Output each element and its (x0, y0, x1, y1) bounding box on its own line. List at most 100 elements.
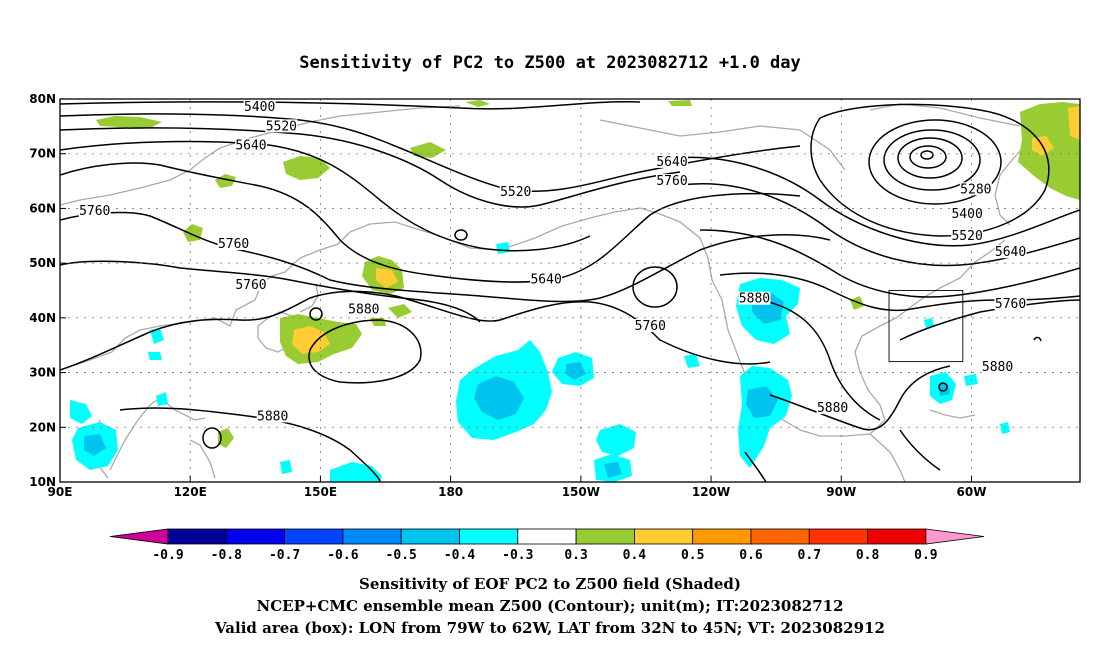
contour-label-bg (234, 278, 267, 292)
contour-label: 5880 (257, 409, 288, 424)
colorbar-label: 0.4 (623, 548, 647, 563)
contour-label: 5640 (530, 273, 561, 288)
map-frame (59, 98, 1081, 483)
contour-label-bg (634, 319, 667, 333)
contour-label: 5760 (656, 174, 687, 189)
contour-label: 5640 (995, 245, 1026, 260)
contour-label: 5640 (656, 155, 687, 170)
contour-label-bg (234, 138, 267, 152)
contour-label: 5280 (960, 182, 991, 197)
contour-label-bg (981, 360, 1014, 374)
contour-label-bg (816, 401, 849, 415)
contour-label: 5880 (739, 292, 770, 307)
contour-label: 5520 (266, 119, 297, 134)
contour-label: 5880 (348, 303, 379, 318)
colorbar-left-arrow (109, 528, 169, 545)
colorbar-label: -0.6 (327, 548, 358, 563)
colorbar-label: -0.9 (152, 548, 183, 563)
colorbar-segment (692, 528, 752, 545)
contour-label: 5760 (995, 297, 1026, 312)
lat-label: 50N (29, 256, 56, 270)
footer-line-3: Valid area (box): LON from 79W to 62W, L… (214, 619, 885, 637)
colorbar: -0.9 -0.8 -0.7 -0.6 -0.5 -0.4 -0.3 0.3 0.4 0.5 0.6… (109, 528, 984, 563)
lat-label: 60N (29, 201, 56, 215)
contour-label-bg (256, 409, 289, 423)
contour-label-bg (347, 302, 380, 316)
colorbar-right-arrow (925, 528, 984, 545)
contour-label-bg (656, 174, 688, 188)
colorbar-label: 0.9 (914, 548, 937, 563)
lat-label: 70N (29, 147, 56, 161)
colorbar-segment (225, 528, 286, 545)
colorbar-label: -0.7 (269, 548, 300, 563)
colorbar-segment (459, 528, 519, 545)
contour-label-bg (530, 272, 563, 286)
contour-label-bg (243, 100, 276, 114)
contour-label-bg (499, 185, 532, 199)
colorbar-label: 0.5 (681, 548, 704, 563)
lat-label: 30N (29, 366, 56, 380)
colorbar-label: 0.3 (564, 548, 587, 563)
contour-label: 5880 (817, 401, 848, 416)
lon-label: 60W (957, 485, 987, 499)
colorbar-segment (342, 528, 402, 545)
colorbar-label: -0.5 (386, 548, 417, 563)
contour-label: 5520 (951, 229, 982, 244)
contour-label: 5640 (235, 139, 266, 154)
contour-label: 5760 (635, 319, 666, 334)
footer-line-2: NCEP+CMC ensemble mean Z500 (Contour); u… (257, 597, 844, 615)
colorbar-segment (284, 528, 344, 545)
valid-area-box (888, 290, 964, 363)
colorbar-label: 0.6 (739, 548, 763, 563)
z500-contours (60, 101, 1080, 482)
contour-label: 5760 (218, 237, 249, 252)
contour-label-bg (656, 154, 688, 168)
contour-label: 5400 (244, 100, 275, 115)
lat-label: 40N (29, 311, 56, 325)
contour-label: 5760 (235, 278, 266, 293)
contour-label-bg (738, 291, 771, 305)
colorbar-label: -0.8 (211, 548, 242, 563)
footer-line-1: Sensitivity of EOF PC2 to Z500 field (Sh… (359, 575, 741, 593)
contour-label-bg (959, 182, 992, 196)
contour-label-bg (994, 245, 1027, 259)
contour-label: 5880 (982, 360, 1013, 375)
contour-label-bg (951, 228, 984, 242)
lon-label: 150E (304, 485, 337, 499)
colorbar-segment (575, 528, 635, 545)
colorbar-segment (634, 528, 694, 545)
map-panel: 5400552056405760576057605880588055205640… (29, 92, 1081, 499)
contour-labels: 5400552056405760576057605880588055205640… (78, 100, 1027, 424)
contour-label: 5400 (951, 207, 982, 222)
contour-label-bg (265, 119, 298, 133)
lon-label: 120W (692, 485, 730, 499)
contour-label-bg (217, 236, 250, 250)
longitude-labels: 90E 120E 150E 180 150W 120W 90W 60W (48, 476, 987, 499)
contour-label-bg (78, 204, 111, 218)
colorbar-label: -0.3 (502, 548, 533, 563)
latitude-labels: 80N 70N 60N 50N 40N 30N 20N 10N (29, 92, 66, 489)
contour-label-bg (951, 206, 984, 220)
lon-label: 150W (562, 485, 600, 499)
lon-label: 90W (826, 485, 856, 499)
colorbar-segment (808, 528, 868, 545)
colorbar-segment (517, 528, 577, 545)
lon-label: 120E (174, 485, 207, 499)
colorbar-label: 0.7 (798, 548, 821, 563)
lat-label: 20N (29, 420, 56, 434)
lat-lon-grid (60, 99, 1080, 482)
lat-label: 80N (29, 92, 56, 106)
lon-label: 90E (48, 485, 73, 499)
sensitivity-shading (70, 100, 1080, 482)
contour-label: 5520 (500, 185, 531, 200)
figure-title: Sensitivity of PC2 to Z500 at 2023082712… (299, 53, 801, 73)
colorbar-segment (167, 528, 227, 545)
colorbar-label: -0.4 (444, 548, 475, 563)
colorbar-segment (867, 528, 927, 545)
lon-label: 180 (438, 485, 463, 499)
contour-label-bg (994, 297, 1027, 311)
colorbar-segment (400, 528, 460, 545)
colorbar-segment (750, 528, 810, 545)
colorbar-label: 0.8 (856, 548, 880, 563)
